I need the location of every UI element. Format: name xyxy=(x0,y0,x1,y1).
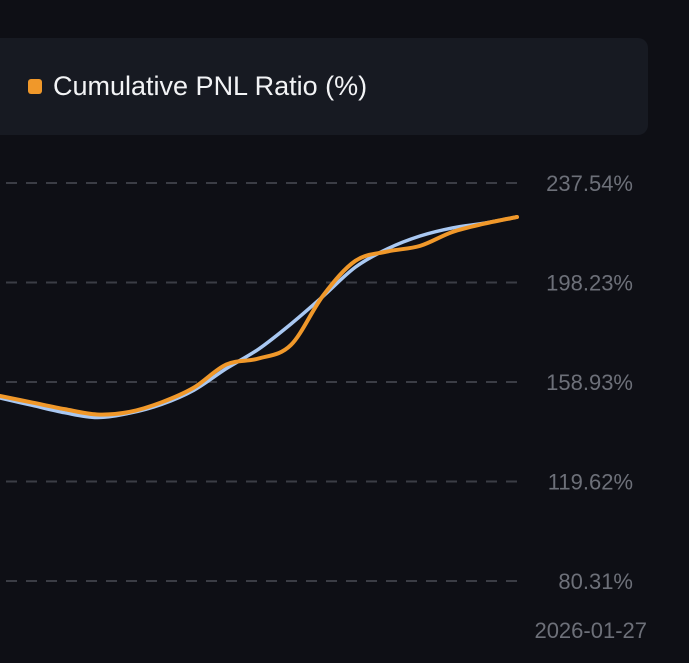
series-line-secondary xyxy=(0,215,519,420)
y-tick-label: 119.62% xyxy=(548,469,633,494)
y-tick-label: 158.93% xyxy=(546,370,633,395)
legend-label: Cumulative PNL Ratio (%) xyxy=(53,71,368,101)
y-tick-label: 80.31% xyxy=(558,569,633,594)
y-tick-label: 237.54% xyxy=(546,171,633,196)
legend: Cumulative PNL Ratio (%) xyxy=(0,38,648,135)
series-line-cumulative-pnl xyxy=(0,215,519,417)
legend-item-cumulative-pnl[interactable]: Cumulative PNL Ratio (%) xyxy=(28,38,367,135)
y-tick-label: 198.23% xyxy=(546,271,633,296)
x-tick-label: 2026-01-27 xyxy=(534,618,647,643)
legend-swatch xyxy=(28,79,42,94)
